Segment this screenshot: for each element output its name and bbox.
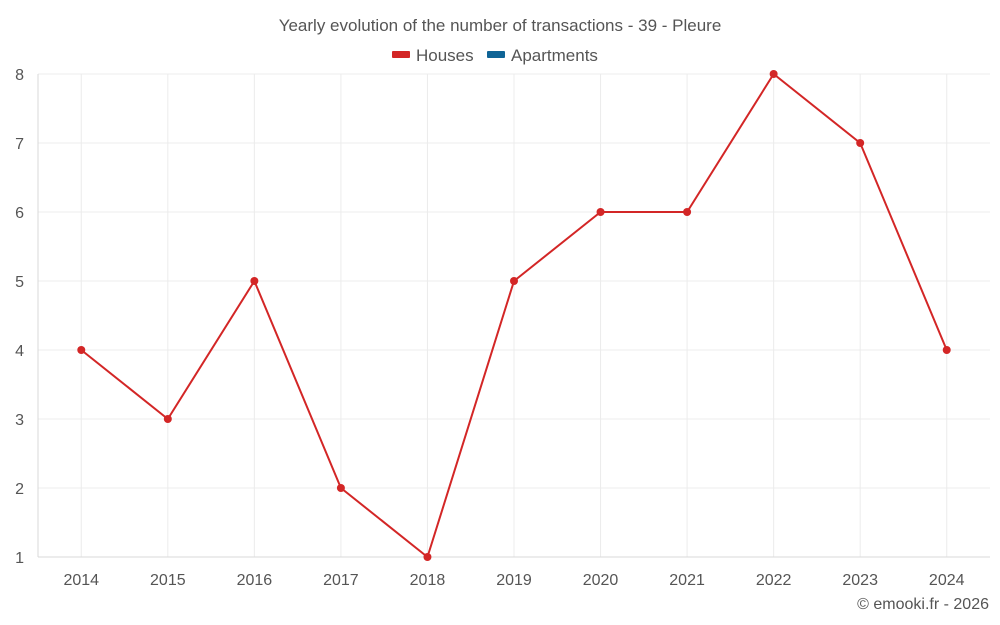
x-tick-label-2019: 2019 — [496, 572, 532, 589]
x-tick-label-2016: 2016 — [237, 572, 273, 589]
x-tick-label-2017: 2017 — [323, 572, 359, 589]
data-point-houses-2023 — [856, 139, 865, 147]
legend-label-houses: Houses — [416, 46, 474, 65]
y-tick-label-1: 1 — [15, 550, 24, 567]
data-point-houses-2024 — [942, 346, 951, 354]
data-point-houses-2017 — [336, 484, 345, 492]
legend-label-apartments: Apartments — [511, 46, 598, 65]
series-houses — [77, 70, 951, 561]
legend-swatch-houses — [392, 51, 410, 58]
chart-title: Yearly evolution of the number of transa… — [279, 16, 722, 35]
y-tick-label-7: 7 — [15, 136, 24, 153]
y-tick-label-5: 5 — [15, 274, 24, 291]
credit-text: © emooki.fr - 2026 — [857, 596, 989, 613]
data-point-houses-2018 — [423, 553, 432, 561]
data-point-houses-2019 — [510, 277, 518, 285]
x-tick-label-2024: 2024 — [929, 572, 965, 589]
axes: 1 2 3 4 5 6 7 8 2014 2015 2016 2017 2018 2019 2020 2021… — [15, 67, 990, 589]
grid — [38, 73, 990, 557]
x-tick-label-2023: 2023 — [842, 572, 878, 589]
legend-item-apartments[interactable]: Apartments — [487, 46, 598, 65]
data-point-houses-2015 — [163, 415, 172, 423]
data-point-houses-2016 — [250, 277, 259, 285]
data-point-houses-2014 — [77, 346, 86, 354]
y-tick-label-6: 6 — [15, 205, 24, 222]
x-tick-label-2018: 2018 — [410, 572, 446, 589]
x-tick-label-2020: 2020 — [583, 572, 619, 589]
x-tick-label-2015: 2015 — [150, 572, 186, 589]
x-tick-label-2022: 2022 — [756, 572, 792, 589]
y-tick-label-3: 3 — [15, 412, 24, 429]
y-tick-label-8: 8 — [15, 67, 24, 84]
y-tick-label-4: 4 — [15, 343, 24, 360]
x-tick-label-2014: 2014 — [63, 572, 99, 589]
legend-item-houses[interactable]: Houses — [392, 46, 474, 65]
data-point-houses-2021 — [683, 208, 692, 216]
data-point-houses-2022 — [769, 70, 778, 78]
legend-swatch-apartments — [487, 51, 505, 58]
data-point-houses-2020 — [596, 208, 605, 216]
x-tick-label-2021: 2021 — [669, 572, 705, 589]
legend: Houses Apartments — [392, 46, 598, 65]
y-tick-label-2: 2 — [15, 481, 24, 498]
